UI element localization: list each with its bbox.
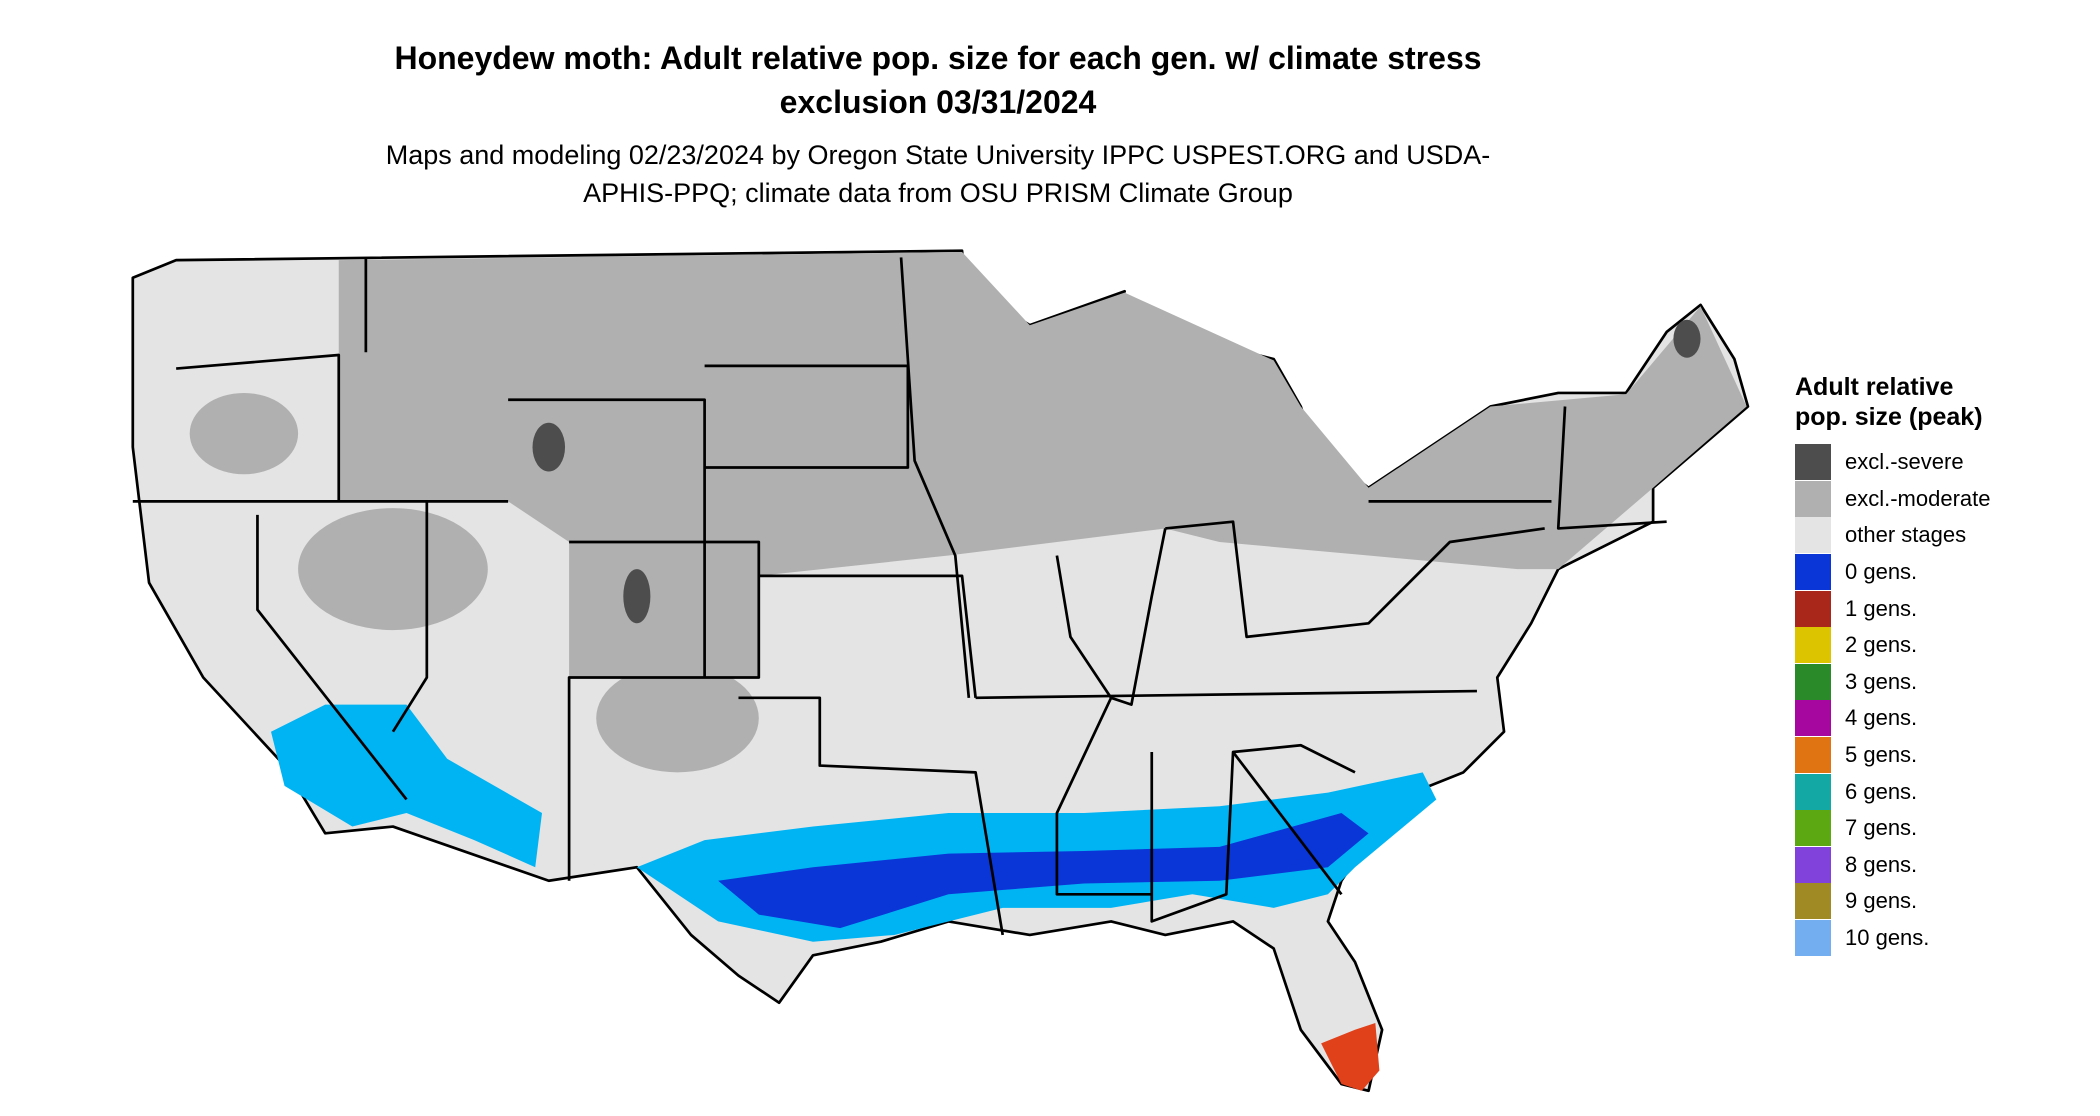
legend-item: 9 gens.	[1795, 883, 1995, 920]
legend-items: excl.-severe excl.-moderate other stages 0 …	[1795, 444, 1995, 957]
excl-moderate-patch	[189, 392, 299, 475]
legend-item: 2 gens.	[1795, 627, 1995, 664]
legend-item: 1 gens.	[1795, 590, 1995, 627]
legend: Adult relative pop. size (peak) excl.-se…	[1795, 372, 1995, 957]
legend-swatch	[1795, 846, 1831, 883]
legend-swatch	[1795, 444, 1831, 481]
legend-swatch	[1795, 737, 1831, 774]
excl-severe-patch	[623, 569, 651, 624]
legend-swatch	[1795, 773, 1831, 810]
legend-label: excl.-moderate	[1845, 485, 1991, 511]
legend-item: excl.-moderate	[1795, 480, 1995, 518]
legend-label: 9 gens.	[1845, 888, 1918, 914]
legend-item: 0 gens.	[1795, 554, 1995, 591]
legend-label: 5 gens.	[1845, 742, 1918, 768]
legend-swatch	[1795, 590, 1831, 627]
legend-swatch	[1795, 480, 1831, 517]
legend-label: 7 gens.	[1845, 815, 1918, 841]
legend-item: 5 gens.	[1795, 737, 1995, 774]
red-region	[1321, 1023, 1380, 1091]
legend-label: 2 gens.	[1845, 632, 1918, 658]
excl-moderate-region	[338, 252, 1747, 678]
legend-label: 3 gens.	[1845, 668, 1918, 694]
legend-item: 4 gens.	[1795, 700, 1995, 737]
legend-item: other stages	[1795, 517, 1995, 554]
legend-item: 10 gens.	[1795, 920, 1995, 957]
legend-label: 6 gens.	[1845, 778, 1918, 804]
legend-swatch	[1795, 700, 1831, 737]
legend-label: 4 gens.	[1845, 705, 1918, 731]
legend-item: 8 gens.	[1795, 846, 1995, 884]
legend-label: 10 gens.	[1845, 925, 1930, 951]
legend-swatch	[1795, 627, 1831, 664]
state-borders	[132, 257, 1667, 936]
excl-moderate-patch	[596, 663, 759, 773]
excl-severe-patch	[1673, 319, 1701, 358]
legend-swatch	[1795, 810, 1831, 847]
legend-title: Adult relative pop. size (peak)	[1795, 373, 1983, 431]
excl-severe-patch	[532, 422, 566, 472]
dark-blue-band	[718, 813, 1369, 929]
legend-item: 3 gens.	[1795, 663, 1995, 701]
legend-swatch	[1795, 663, 1831, 700]
excl-moderate-patch	[298, 508, 488, 631]
legend-swatch	[1795, 920, 1831, 957]
legend-swatch	[1795, 517, 1831, 554]
map-title: Honeydew moth: Adult relative pop. size …	[394, 40, 1482, 120]
legend-label: excl.-severe	[1845, 449, 1964, 475]
legend-label: 8 gens.	[1845, 851, 1918, 877]
legend-swatch	[1795, 883, 1831, 920]
map	[131, 249, 1750, 1093]
legend-label: 0 gens.	[1845, 559, 1918, 585]
legend-label: 1 gens.	[1845, 595, 1918, 621]
map-subtitle: Maps and modeling 02/23/2024 by Oregon S…	[385, 140, 1491, 208]
legend-item: 6 gens.	[1795, 773, 1995, 810]
legend-item: excl.-severe	[1795, 444, 1995, 481]
legend-swatch	[1795, 554, 1831, 591]
light-blue-band-west	[271, 704, 542, 868]
legend-item: 7 gens.	[1795, 810, 1995, 847]
legend-label: other stages	[1845, 522, 1967, 548]
